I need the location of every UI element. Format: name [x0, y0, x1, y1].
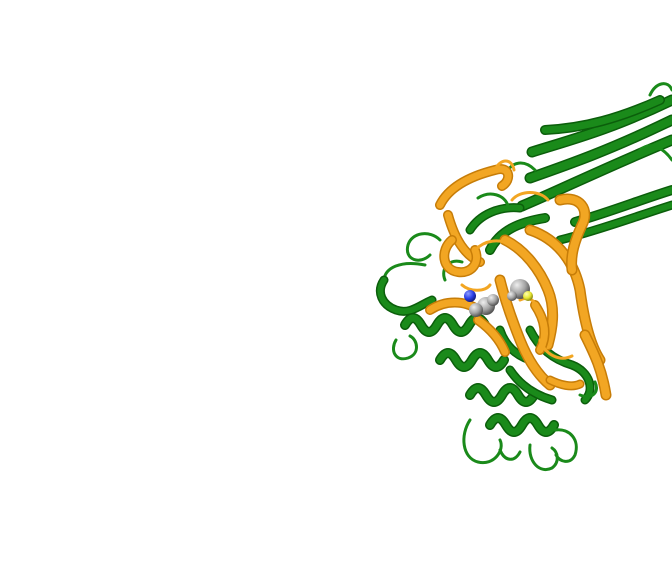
ligand-carbon-atom [507, 291, 517, 301]
orange-loops [460, 159, 574, 360]
ligand-sulfur-atom [523, 291, 533, 301]
orange-chain [425, 159, 612, 401]
ligand [464, 279, 533, 317]
green-bottom-loops [462, 380, 598, 471]
ligand-nitrogen-atom [464, 290, 476, 302]
ligand-carbon-atom [487, 294, 499, 306]
ligand-carbon-atom [469, 303, 483, 317]
green-left-loops [376, 232, 464, 361]
green-chain [376, 82, 672, 471]
orange-strands [425, 164, 612, 401]
